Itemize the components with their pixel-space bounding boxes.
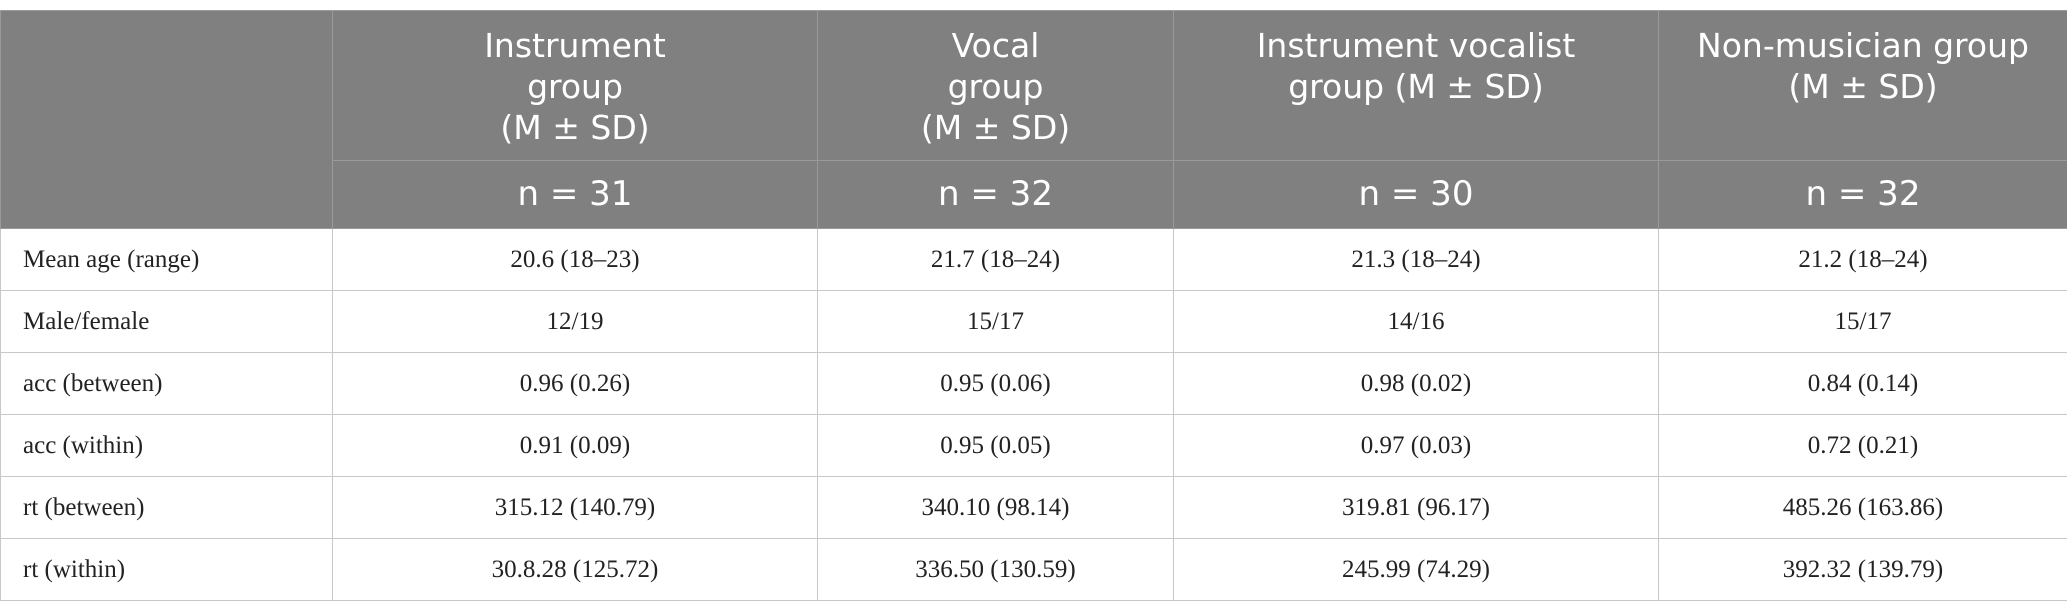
table-row: acc (within) 0.91 (0.09) 0.95 (0.05) 0.97 (… xyxy=(0,414,2067,477)
table-row: acc (between) 0.96 (0.26) 0.95 (0.06) 0.98 … xyxy=(0,352,2067,415)
table-cell: 15/17 xyxy=(1658,290,2067,353)
header-line: group (M ± SD) xyxy=(1288,67,1544,106)
header-line: (M ± SD) xyxy=(920,108,1071,147)
table-cell: 245.99 (74.29) xyxy=(1173,538,1659,601)
table-cell: 20.6 (18–23) xyxy=(332,228,818,291)
header-line: Instrument vocalist xyxy=(1256,26,1576,65)
row-label: acc (between) xyxy=(0,352,333,415)
header-cell: Instrument vocalist group (M ± SD) xyxy=(1173,10,1659,161)
table-row: rt (within) 30.8.28 (125.72) 336.50 (130.5… xyxy=(0,538,2067,601)
table-cell: 315.12 (140.79) xyxy=(332,476,818,539)
row-label: rt (within) xyxy=(0,538,333,601)
header-cell: Vocal group (M ± SD) xyxy=(817,10,1174,161)
table-cell: 340.10 (98.14) xyxy=(817,476,1174,539)
table-cell: 0.91 (0.09) xyxy=(332,414,818,477)
table-cell: 0.97 (0.03) xyxy=(1173,414,1659,477)
row-label: rt (between) xyxy=(0,476,333,539)
table-cell: 485.26 (163.86) xyxy=(1658,476,2067,539)
table-cell: 0.95 (0.06) xyxy=(817,352,1174,415)
header-cell: Non-musician group (M ± SD) xyxy=(1658,10,2067,161)
row-label: acc (within) xyxy=(0,414,333,477)
table-cell: 15/17 xyxy=(817,290,1174,353)
n-cell: n = 32 xyxy=(1658,160,2067,229)
table-cell: 336.50 (130.59) xyxy=(817,538,1174,601)
header-cell: Instrument group (M ± SD) xyxy=(332,10,818,161)
row-label: Mean age (range) xyxy=(0,228,333,291)
table-cell: 14/16 xyxy=(1173,290,1659,353)
n-cell: n = 30 xyxy=(1173,160,1659,229)
header-line: (M ± SD) xyxy=(1788,67,1938,106)
row-label: Male/female xyxy=(0,290,333,353)
header-line: group xyxy=(527,67,623,106)
header-line: (M ± SD) xyxy=(500,108,650,147)
table-cell: 0.72 (0.21) xyxy=(1658,414,2067,477)
table-cell: 12/19 xyxy=(332,290,818,353)
n-cell: n = 31 xyxy=(332,160,818,229)
n-row: n = 31 n = 32 n = 30 n = 32 xyxy=(1,160,2067,229)
header-line: Instrument xyxy=(484,26,666,65)
table-row: rt (between) 315.12 (140.79) 340.10 (98.14… xyxy=(0,476,2067,539)
table-cell: 0.95 (0.05) xyxy=(817,414,1174,477)
table-cell: 0.96 (0.26) xyxy=(332,352,818,415)
table-cell: 21.7 (18–24) xyxy=(817,228,1174,291)
header-line: Non-musician group xyxy=(1697,26,2029,65)
table-cell: 21.2 (18–24) xyxy=(1658,228,2067,291)
header-line: Vocal xyxy=(951,26,1040,65)
table-cell: 0.84 (0.14) xyxy=(1658,352,2067,415)
table-body: Mean age (range) 20.6 (18–23) 21.7 (18–24)… xyxy=(0,228,2067,601)
header-row: Instrument group (M ± SD) Vocal group (M ± SD… xyxy=(0,10,2067,229)
table-cell: 392.32 (139.79) xyxy=(1658,538,2067,601)
table-cell: 21.3 (18–24) xyxy=(1173,228,1659,291)
n-cell: n = 32 xyxy=(817,160,1174,229)
data-table: Instrument group (M ± SD) Vocal group (M ± SD… xyxy=(0,10,2067,601)
table-cell: 30.8.28 (125.72) xyxy=(332,538,818,601)
corner-cell xyxy=(0,10,333,229)
header-line: group xyxy=(947,67,1044,106)
table-row: Male/female 12/19 15/17 14/16 15/17 xyxy=(0,290,2067,353)
table-cell: 319.81 (96.17) xyxy=(1173,476,1659,539)
table-row: Mean age (range) 20.6 (18–23) 21.7 (18–24)… xyxy=(0,228,2067,291)
table-cell: 0.98 (0.02) xyxy=(1173,352,1659,415)
